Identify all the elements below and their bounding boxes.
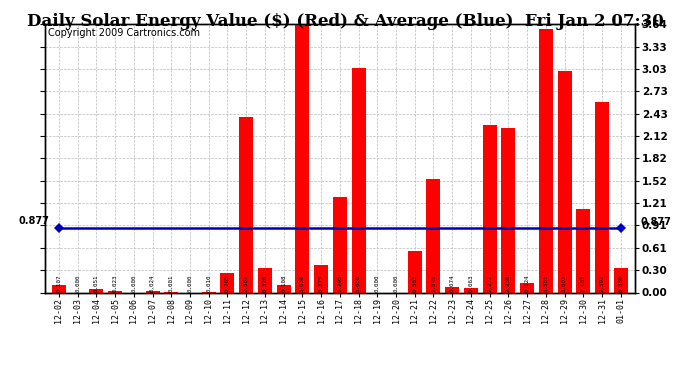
Bar bbox=[89, 289, 104, 292]
Text: 0.001: 0.001 bbox=[169, 274, 174, 292]
Text: 0.000: 0.000 bbox=[188, 274, 193, 292]
Bar bbox=[576, 209, 591, 292]
Text: 3.050: 3.050 bbox=[356, 274, 361, 292]
Bar bbox=[314, 265, 328, 292]
Text: 0.000: 0.000 bbox=[393, 274, 399, 292]
Bar bbox=[333, 197, 347, 292]
Text: 0.023: 0.023 bbox=[112, 274, 117, 292]
Bar bbox=[464, 288, 478, 292]
Text: 0.000: 0.000 bbox=[75, 274, 80, 292]
Text: 0.108: 0.108 bbox=[281, 274, 286, 292]
Text: 0.000: 0.000 bbox=[131, 274, 137, 292]
Text: 0.024: 0.024 bbox=[150, 274, 155, 292]
Text: 0.000: 0.000 bbox=[375, 274, 380, 292]
Text: 0.375: 0.375 bbox=[319, 274, 324, 292]
Text: 0.563: 0.563 bbox=[412, 274, 417, 292]
Bar bbox=[220, 273, 235, 292]
Bar bbox=[595, 102, 609, 292]
Text: 0.877: 0.877 bbox=[19, 216, 50, 226]
Bar bbox=[520, 284, 534, 292]
Bar bbox=[277, 285, 290, 292]
Text: 0.326: 0.326 bbox=[262, 274, 268, 292]
Text: 0.063: 0.063 bbox=[469, 274, 473, 292]
Bar bbox=[239, 117, 253, 292]
Bar bbox=[146, 291, 159, 292]
Bar bbox=[351, 68, 366, 292]
Bar bbox=[408, 251, 422, 292]
Bar bbox=[258, 268, 272, 292]
Text: 2.383: 2.383 bbox=[244, 274, 248, 292]
Text: 2.272: 2.272 bbox=[487, 274, 492, 292]
Bar bbox=[613, 268, 628, 292]
Text: 3.581: 3.581 bbox=[543, 274, 549, 292]
Text: 0.265: 0.265 bbox=[225, 274, 230, 292]
Text: 0.051: 0.051 bbox=[94, 274, 99, 292]
Text: 1.541: 1.541 bbox=[431, 274, 436, 292]
Text: Daily Solar Energy Value ($) (Red) & Average (Blue)  Fri Jan 2 07:30: Daily Solar Energy Value ($) (Red) & Ave… bbox=[27, 13, 663, 30]
Bar bbox=[482, 125, 497, 292]
Text: 2.238: 2.238 bbox=[506, 274, 511, 292]
Bar bbox=[445, 287, 460, 292]
Text: 0.074: 0.074 bbox=[450, 274, 455, 292]
Text: 0.877: 0.877 bbox=[641, 216, 671, 226]
Text: 1.133: 1.133 bbox=[581, 274, 586, 292]
Text: 3.638: 3.638 bbox=[300, 274, 305, 292]
Bar bbox=[558, 71, 571, 292]
Text: 3.003: 3.003 bbox=[562, 274, 567, 292]
Text: 0.010: 0.010 bbox=[206, 274, 211, 292]
Bar bbox=[539, 29, 553, 292]
Text: 1.295: 1.295 bbox=[337, 274, 342, 292]
Bar bbox=[52, 285, 66, 292]
Text: Copyright 2009 Cartronics.com: Copyright 2009 Cartronics.com bbox=[48, 28, 200, 38]
Text: 0.336: 0.336 bbox=[618, 274, 623, 292]
Text: 0.124: 0.124 bbox=[524, 274, 530, 292]
Bar bbox=[426, 179, 440, 292]
Text: 0.107: 0.107 bbox=[57, 274, 61, 292]
Bar bbox=[295, 24, 309, 293]
Bar bbox=[502, 128, 515, 292]
Text: 2.592: 2.592 bbox=[600, 274, 604, 292]
Bar bbox=[108, 291, 122, 292]
